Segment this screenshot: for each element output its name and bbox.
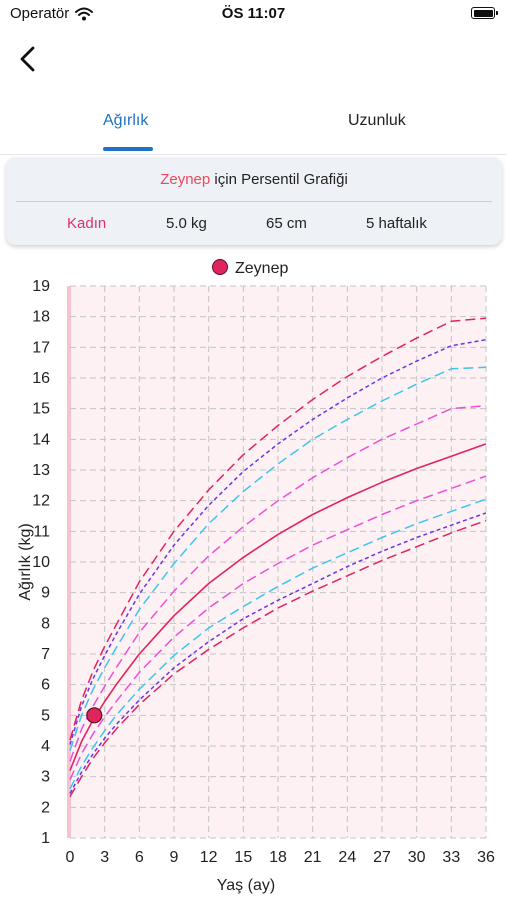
card-title-suffix: için Persentil Grafiği xyxy=(210,171,348,188)
wifi-icon xyxy=(75,7,94,20)
height-value: 65 cm xyxy=(266,215,307,232)
card-divider xyxy=(16,201,492,202)
y-tick-label: 13 xyxy=(32,462,50,479)
data-points xyxy=(86,707,103,724)
y-tick-label: 2 xyxy=(41,799,50,816)
card-title: Zeynep için Persentil Grafiği xyxy=(6,171,502,188)
y-tick-label: 9 xyxy=(41,585,50,602)
tab-weight[interactable]: Ağırlık xyxy=(103,112,149,129)
x-tick-label: 0 xyxy=(66,849,75,866)
legend-marker xyxy=(212,259,228,275)
age-value: 5 haftalık xyxy=(366,215,427,232)
status-time: ÖS 11:07 xyxy=(221,5,286,22)
x-tick-label: 3 xyxy=(100,849,109,866)
percentile-curve-7 xyxy=(69,366,487,751)
y-tick-label: 15 xyxy=(32,401,50,418)
percentile-curve-1 xyxy=(69,519,487,797)
x-axis-label: Yaş (ay) xyxy=(217,877,275,894)
y-tick-label: 14 xyxy=(32,431,50,448)
y-tick-label: 18 xyxy=(32,309,50,326)
y-tick-label: 4 xyxy=(41,738,50,755)
status-left: Operatör xyxy=(10,5,94,22)
y-tick-label: 7 xyxy=(41,646,50,663)
back-button[interactable] xyxy=(14,44,44,76)
y-tick-label: 17 xyxy=(32,339,50,356)
x-tick-label: 27 xyxy=(373,849,391,866)
gender-label: Kadın xyxy=(67,215,107,232)
legend-label: Zeynep xyxy=(235,260,288,277)
y-tick-label: 10 xyxy=(32,554,50,571)
percentile-curve-6 xyxy=(69,404,487,762)
percentile-curve-9 xyxy=(69,317,487,741)
child-name: Zeynep xyxy=(160,171,211,188)
x-tick-label: 12 xyxy=(200,849,218,866)
percentile-curve-2 xyxy=(69,512,487,794)
tab-bar: Ağırlık Uzunluk xyxy=(0,100,507,155)
y-tick-label: 5 xyxy=(41,707,50,724)
child-data-point[interactable] xyxy=(86,707,103,724)
x-tick-label: 9 xyxy=(170,849,179,866)
chart-legend: Zeynep xyxy=(212,259,288,277)
battery-icon xyxy=(471,7,498,19)
x-tick-label: 33 xyxy=(442,849,460,866)
x-tick-label: 6 xyxy=(135,849,144,866)
y-tick-label: 16 xyxy=(32,370,50,387)
y-axis-label: Ağırlık (kg) xyxy=(17,523,34,600)
chart-grid xyxy=(70,285,487,839)
percentile-curve-3 xyxy=(69,498,487,790)
y-tick-label: 3 xyxy=(41,769,50,786)
y-tick-label: 11 xyxy=(33,523,50,540)
chevron-left-icon xyxy=(20,46,35,72)
y-tick-label: 12 xyxy=(32,493,50,510)
percentile-curve-8 xyxy=(69,338,487,745)
plot-left-edge xyxy=(67,286,71,838)
y-tick-label: 6 xyxy=(41,677,50,694)
y-tick-label: 8 xyxy=(41,615,50,632)
x-tick-label: 36 xyxy=(477,849,495,866)
status-bar: Operatör ÖS 11:07 xyxy=(0,0,507,28)
y-tick-label: 1 xyxy=(41,830,50,847)
percentile-curve-4 xyxy=(69,475,487,781)
x-tick-label: 18 xyxy=(269,849,287,866)
x-tick-label: 24 xyxy=(338,849,356,866)
weight-value: 5.0 kg xyxy=(166,215,207,232)
x-tick-label: 15 xyxy=(234,849,252,866)
tab-length[interactable]: Uzunluk xyxy=(348,112,406,129)
carrier-label: Operatör xyxy=(10,5,70,22)
x-tick-label: 21 xyxy=(304,849,322,866)
x-axis-ticks: 0 3 6 9 12 15 18 21 24 27 30 33 36 xyxy=(66,849,495,866)
info-card: Zeynep için Persentil Grafiği Kadın 5.0 … xyxy=(6,157,502,245)
percentile-curves xyxy=(69,317,487,797)
x-tick-label: 30 xyxy=(408,849,426,866)
active-tab-indicator xyxy=(103,147,153,151)
y-tick-label: 19 xyxy=(32,278,50,295)
